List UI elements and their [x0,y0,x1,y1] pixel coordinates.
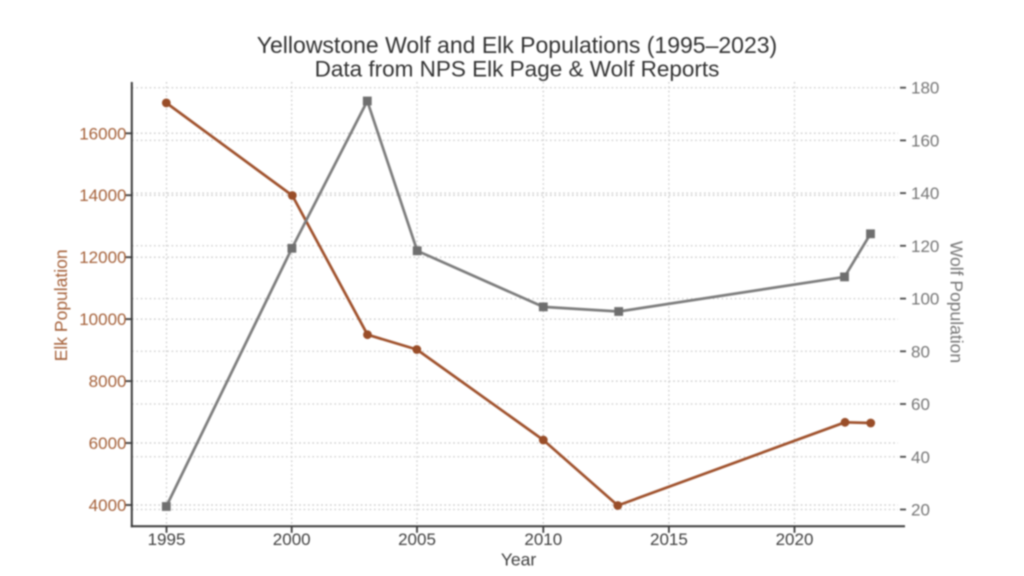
svg-text:20: 20 [911,501,930,520]
svg-text:160: 160 [911,131,939,150]
svg-text:2020: 2020 [776,530,814,549]
svg-text:16000: 16000 [79,124,126,143]
svg-text:180: 180 [911,79,939,98]
svg-text:Yellowstone Wolf and Elk Popul: Yellowstone Wolf and Elk Populations (19… [257,32,777,58]
svg-text:2010: 2010 [524,530,562,549]
svg-text:14000: 14000 [79,186,126,205]
svg-text:Wolf Population: Wolf Population [947,241,967,363]
svg-text:60: 60 [911,395,930,414]
svg-text:Year: Year [501,550,537,570]
svg-text:120: 120 [911,237,939,256]
svg-text:40: 40 [911,448,930,467]
svg-text:100: 100 [911,290,939,309]
svg-text:6000: 6000 [89,434,127,453]
svg-text:2015: 2015 [650,530,688,549]
svg-text:140: 140 [911,184,939,203]
svg-text:Data from NPS Elk Page & Wolf: Data from NPS Elk Page & Wolf Reports [315,57,720,82]
svg-text:2000: 2000 [273,530,311,549]
svg-text:2005: 2005 [398,530,436,549]
svg-text:12000: 12000 [79,248,126,267]
svg-text:Elk Population: Elk Population [51,249,71,361]
svg-text:10000: 10000 [79,310,126,329]
svg-text:8000: 8000 [89,372,127,391]
svg-text:80: 80 [911,342,930,361]
svg-text:4000: 4000 [89,496,127,515]
svg-text:1995: 1995 [148,530,186,549]
